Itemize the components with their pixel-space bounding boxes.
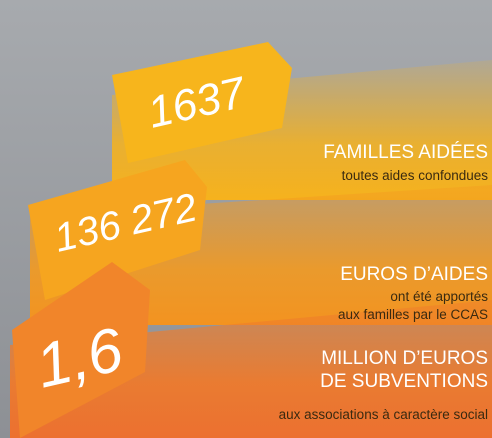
stat-subtitle: aux familles par le CCAS <box>338 307 488 322</box>
stat-title: EUROS D’AIDES <box>340 264 488 285</box>
stat-subtitle: aux associations à caractère social <box>279 407 488 422</box>
tag <box>112 42 292 163</box>
tag <box>12 262 150 438</box>
stat-title: FAMILLES AIDÉES <box>323 142 488 163</box>
stat-subtitle: ont été apportés <box>390 289 488 304</box>
stat-title: DE SUBVENTIONS <box>320 371 488 392</box>
stat-title: MILLION D’EUROS <box>321 348 488 369</box>
stat-subtitle: toutes aides confondues <box>342 168 489 183</box>
tag <box>28 160 207 300</box>
